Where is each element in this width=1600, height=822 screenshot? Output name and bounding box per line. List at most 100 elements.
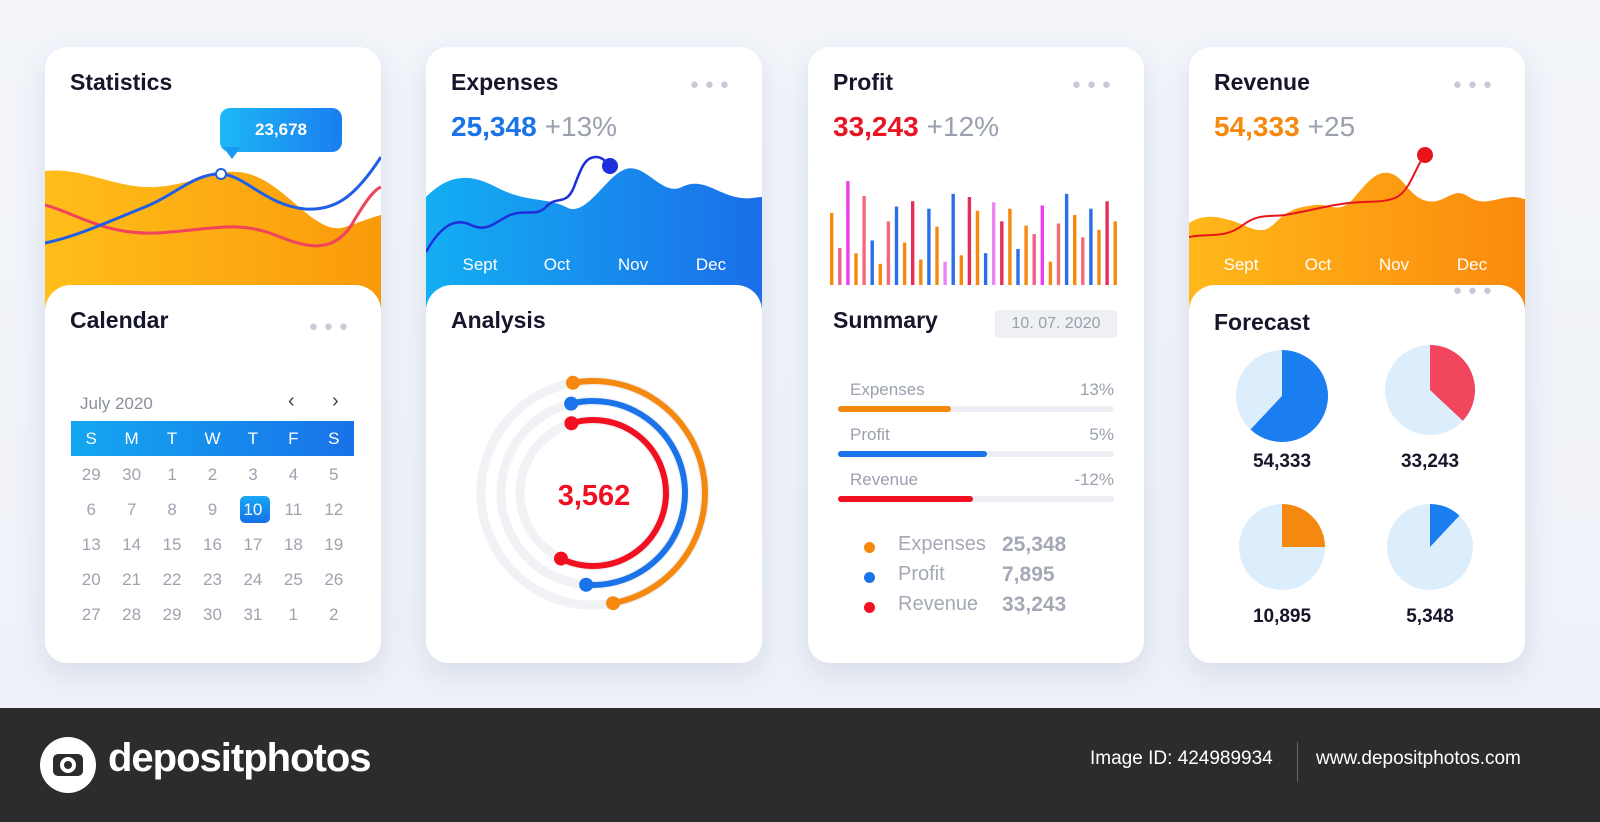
legend-name: Revenue	[898, 593, 979, 615]
chevron-left-icon[interactable]: ‹	[288, 390, 295, 412]
statistics-card: Statistics 23,678 Calendar ●●● July 2020…	[45, 47, 381, 663]
calendar-day[interactable]: 1	[167, 465, 177, 484]
profit-bar	[862, 195, 866, 285]
summary-row-track	[838, 496, 1114, 502]
revenue-line	[1189, 154, 1426, 238]
profit-more-icon[interactable]: ●●●	[1071, 76, 1117, 93]
revenue-more-icon[interactable]: ●●●	[1452, 76, 1498, 93]
calendar-day[interactable]: 6	[86, 500, 96, 519]
summary-row-fill	[838, 406, 952, 412]
legend-name: Expenses	[898, 533, 986, 555]
profit-value-row: 33,243 +12%	[833, 111, 999, 143]
statistics-point	[215, 168, 227, 180]
calendar-day[interactable]: 19	[324, 535, 344, 554]
analysis-ring-chart	[476, 375, 710, 611]
summary-row-label: Revenue	[850, 470, 919, 489]
profit-bar	[838, 247, 842, 285]
forecast-panel: Forecast ●●●	[1189, 282, 1525, 663]
chevron-right-icon[interactable]: ›	[332, 390, 339, 412]
ring-arc	[569, 378, 708, 607]
calendar-day[interactable]: 16	[203, 535, 222, 554]
profit-bar	[967, 197, 972, 285]
calendar-day[interactable]: 30	[203, 605, 222, 624]
legend-item-expenses: Expenses 25,348	[864, 533, 1104, 561]
calendar-day[interactable]: 24	[243, 570, 263, 589]
profit-bar	[1048, 261, 1053, 285]
calendar-panel: Calendar ●●●	[45, 285, 381, 663]
calendar-month: July 2020	[80, 394, 153, 413]
profit-bar	[927, 208, 931, 285]
calendar-day[interactable]: 25	[283, 570, 303, 589]
calendar-day[interactable]: 30	[122, 465, 142, 484]
calendar-day[interactable]: 12	[324, 500, 344, 519]
calendar-day[interactable]: 14	[122, 535, 142, 554]
ring-arc	[568, 398, 688, 588]
calendar-day[interactable]: 13	[81, 535, 101, 554]
legend-item-revenue: Revenue 33,243	[864, 593, 1104, 621]
month-label: Sept	[462, 255, 498, 274]
calendar-more-icon[interactable]: ●●●	[308, 318, 354, 335]
calendar-day[interactable]: 8	[167, 500, 177, 519]
expenses-change: +13%	[544, 111, 618, 142]
calendar-day[interactable]: 21	[122, 570, 142, 589]
site-link[interactable]: www.depositphotos.com	[1316, 748, 1521, 769]
ring-handle	[564, 396, 579, 411]
calendar-day[interactable]: 23	[203, 570, 222, 589]
calendar-day[interactable]: 26	[324, 570, 344, 589]
summary-row-pct: -12%	[1074, 470, 1114, 489]
weekday-label: T	[166, 429, 178, 448]
forecast-more-icon[interactable]: ●●●	[1452, 282, 1498, 299]
legend-value: 33,243	[1002, 593, 1067, 616]
calendar-day[interactable]: 31	[243, 605, 263, 624]
revenue-change: +25	[1307, 111, 1356, 142]
ring-handle	[553, 551, 568, 566]
profit-bar-chart	[830, 181, 1117, 285]
profit-bar	[1073, 215, 1077, 285]
profit-bar	[1008, 208, 1012, 285]
calendar-day[interactable]: 28	[122, 605, 142, 624]
calendar-day[interactable]: 20	[81, 570, 101, 589]
summary-row-label: Profit	[850, 425, 890, 444]
calendar-day[interactable]: 3	[248, 465, 258, 484]
calendar-day[interactable]: 27	[81, 605, 101, 624]
calendar-day-selected[interactable]: 10	[233, 492, 273, 527]
month-label: Nov	[617, 255, 649, 274]
footer-divider	[1297, 742, 1298, 782]
calendar-day[interactable]: 11	[284, 500, 303, 519]
calendar-day[interactable]: 2	[329, 605, 339, 624]
ring-arc	[557, 417, 669, 569]
forecast-pie-label: 54,333	[1252, 451, 1312, 472]
calendar-day[interactable]: 4	[288, 465, 299, 484]
statistics-title: Statistics	[70, 69, 173, 95]
calendar-day[interactable]: 1	[288, 605, 299, 624]
profit-bar	[886, 221, 891, 285]
calendar-day[interactable]: 5	[329, 465, 339, 484]
legend-dot	[864, 572, 875, 583]
calendar-day[interactable]: 9	[207, 500, 218, 519]
expenses-more-icon[interactable]: ●●●	[689, 76, 735, 93]
calendar-day[interactable]: 2	[207, 465, 218, 484]
calendar-day[interactable]: 17	[243, 535, 263, 554]
summary-row-pct: 5%	[1089, 425, 1114, 444]
summary-row-fill	[838, 451, 988, 457]
weekday-label: M	[124, 429, 139, 448]
calendar-day[interactable]: 29	[162, 605, 182, 624]
calendar-day[interactable]: 7	[126, 500, 137, 519]
calendar-day[interactable]: 15	[162, 535, 182, 554]
profit-value: 33,243	[833, 111, 919, 142]
ring-handle	[606, 596, 621, 611]
profit-bar	[943, 261, 947, 285]
profit-card: Profit ●●● 33,243 +12% Summary 10. 07. 20…	[808, 47, 1144, 663]
legend-item-profit: Profit 7,895	[864, 563, 1104, 591]
legend-dot	[864, 542, 875, 553]
profit-bar	[870, 240, 874, 285]
calendar-day[interactable]: 22	[162, 570, 182, 589]
profit-bar	[1089, 208, 1093, 285]
expenses-card: Expenses ●●● 25,348 +13% Sept Oct Nov Dec…	[426, 47, 762, 663]
revenue-title: Revenue	[1214, 69, 1310, 95]
calendar-day[interactable]: 18	[283, 535, 303, 554]
statistics-tooltip-tail	[223, 147, 241, 159]
calendar-day[interactable]: 29	[81, 465, 101, 484]
legend-value: 25,348	[1002, 533, 1067, 556]
